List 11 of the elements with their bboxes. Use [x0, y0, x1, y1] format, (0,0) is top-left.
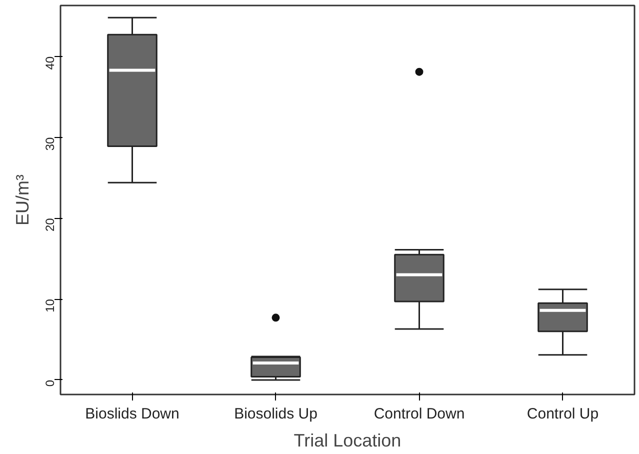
x-tick-label: Bioslids Down: [85, 406, 180, 422]
x-tick-label: Control Down: [374, 406, 465, 422]
y-tick-label: 40: [43, 56, 57, 70]
x-tick-label: Control Up: [526, 406, 599, 422]
x-axis-title: Trial Location: [294, 430, 402, 450]
y-tick-label: 20: [43, 218, 57, 232]
y-axis-title: EU/m³: [12, 174, 32, 226]
y-tick-label: 0: [43, 380, 57, 387]
y-tick-label: 30: [43, 136, 57, 151]
x-tick-label: Biosolids Up: [234, 406, 318, 422]
y-tick-label: 10: [43, 298, 57, 312]
